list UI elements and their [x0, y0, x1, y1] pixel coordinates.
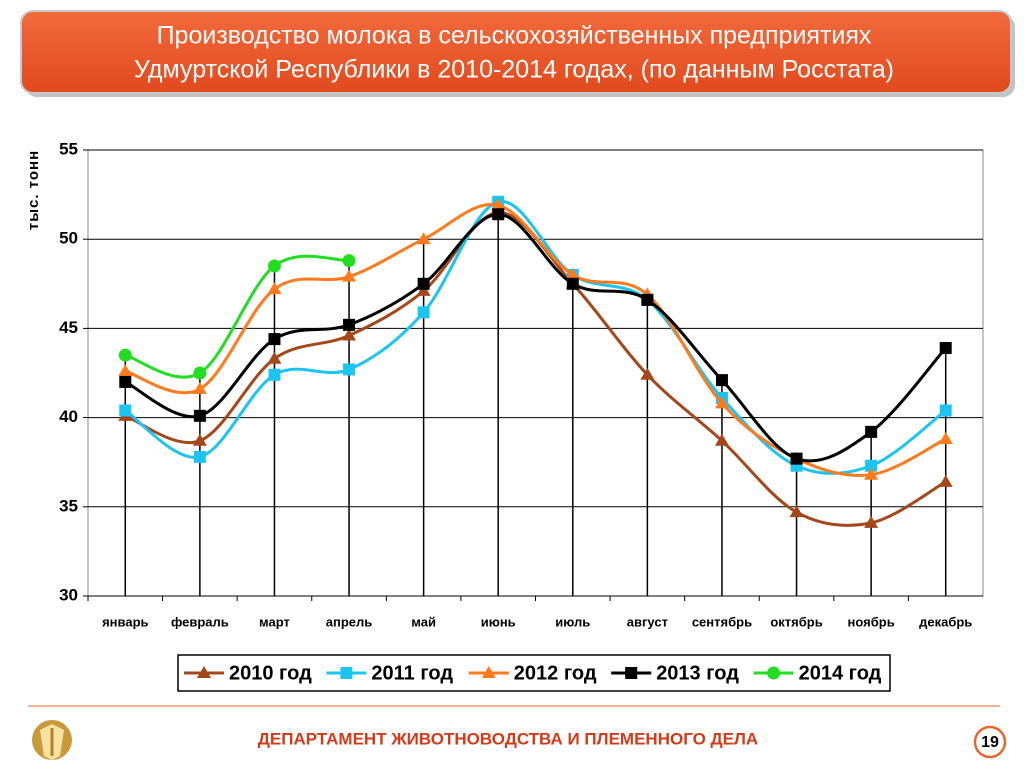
marker — [119, 404, 132, 417]
marker — [193, 409, 206, 422]
marker — [481, 666, 496, 678]
page-badge — [973, 725, 1007, 759]
y-tick-label: 35 — [59, 496, 78, 515]
marker — [192, 382, 207, 395]
marker — [343, 363, 356, 376]
marker — [416, 232, 431, 245]
x-tick-label: май — [411, 614, 436, 629]
marker — [789, 505, 804, 518]
x-tick-label: ноябрь — [848, 614, 895, 629]
y-axis-label: тыс. тонн — [25, 150, 42, 230]
x-tick-label: январь — [102, 614, 148, 629]
marker — [342, 328, 357, 341]
x-tick-label: октябрь — [770, 614, 822, 629]
marker — [342, 269, 357, 282]
marker — [715, 374, 728, 387]
marker — [625, 667, 638, 679]
marker — [342, 254, 356, 268]
marker — [767, 666, 781, 680]
x-tick-label: декабрь — [919, 614, 972, 629]
marker — [865, 425, 878, 438]
legend-label: 2014 год — [799, 662, 882, 684]
x-tick-label: февраль — [171, 614, 229, 629]
marker — [193, 450, 206, 463]
marker — [416, 283, 431, 296]
department: ДЕПАРТАМЕНТ ЖИВОТНОВОДСТВА И ПЛЕМЕННОГО … — [258, 729, 758, 748]
marker — [864, 515, 879, 528]
marker — [865, 459, 878, 472]
marker — [267, 259, 281, 273]
title-line: Удмуртской Республики в 2010-2014 годах,… — [134, 56, 894, 84]
series-line — [124, 212, 947, 463]
marker — [566, 277, 579, 290]
marker — [565, 267, 580, 280]
marker — [640, 367, 655, 380]
page-number: 19 — [981, 734, 999, 751]
series-line — [124, 254, 350, 379]
marker — [268, 368, 281, 381]
y-tick-label: 45 — [59, 318, 78, 337]
marker — [938, 432, 953, 445]
marker — [491, 198, 506, 211]
marker — [119, 375, 132, 388]
marker — [343, 318, 356, 331]
marker — [267, 351, 282, 364]
x-tick-label: март — [259, 614, 290, 629]
marker — [864, 467, 879, 480]
marker — [192, 433, 207, 446]
x-tick-label: июль — [555, 614, 590, 629]
y-tick-label: 40 — [59, 407, 78, 426]
marker — [340, 667, 353, 679]
header-banner — [20, 10, 1012, 94]
marker — [417, 277, 430, 290]
marker — [714, 433, 729, 446]
marker — [790, 452, 803, 465]
marker — [193, 366, 207, 380]
marker — [417, 306, 430, 319]
y-tick-label: 50 — [59, 229, 78, 248]
legend-label: 2013 год — [656, 662, 739, 684]
logo — [32, 720, 72, 760]
legend-label: 2011 год — [371, 662, 453, 684]
marker — [938, 474, 953, 487]
title-line: Производство молока в сельскохозяйственн… — [157, 22, 872, 50]
marker — [714, 396, 729, 409]
y-tick-label: 55 — [59, 139, 78, 158]
y-tick-label: 30 — [59, 585, 78, 604]
marker — [197, 666, 211, 678]
marker — [939, 404, 952, 417]
marker — [268, 333, 281, 346]
marker — [118, 364, 133, 377]
legend-label: 2010 год — [229, 662, 312, 684]
x-tick-label: сентябрь — [692, 614, 752, 629]
marker — [641, 293, 654, 306]
plot-area — [87, 149, 984, 597]
marker — [939, 342, 952, 355]
marker — [492, 208, 505, 221]
x-tick-label: апрель — [326, 614, 373, 629]
marker — [267, 282, 282, 295]
x-tick-label: август — [627, 614, 668, 629]
legend-label: 2012 год — [514, 662, 597, 684]
marker — [118, 348, 132, 362]
x-tick-label: июнь — [481, 614, 516, 629]
